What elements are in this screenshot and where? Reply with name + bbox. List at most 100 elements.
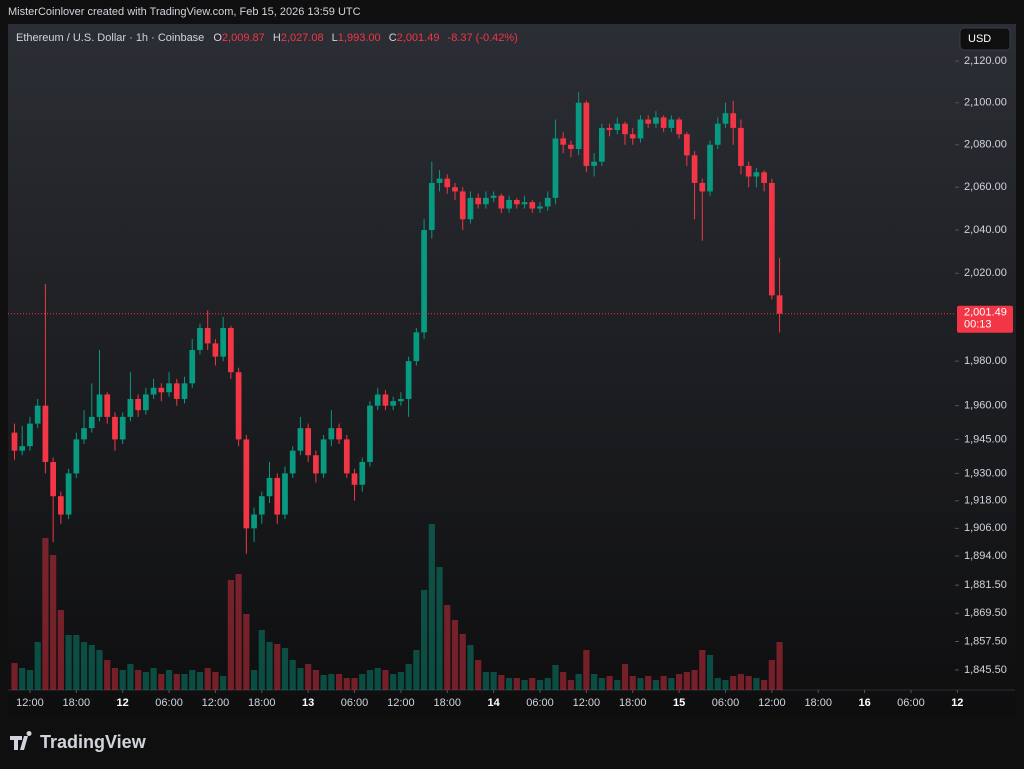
candle-body [768,182,775,296]
volume-bar [621,664,629,690]
candle-body [683,134,690,156]
volume-bar [645,676,652,690]
volume-bar [181,674,188,690]
volume-bar [19,668,26,690]
candle-body [421,230,427,333]
volume-bar [150,668,157,690]
volume-bar [65,635,72,690]
volume-bar [691,670,698,690]
y-tick-label: 1,906.00 [964,522,1007,534]
volume-bar [428,524,435,690]
volume-bar [281,648,289,690]
candle-body [143,394,149,411]
volume-bar [297,668,304,690]
volume-bar [722,680,729,690]
volume-bar [668,678,675,690]
candle-body [135,398,142,411]
chart-panel [8,24,1016,716]
l-key: L [332,32,338,44]
y-tick-label: 1,980.00 [964,355,1007,367]
volume-bar [104,660,111,690]
x-tick-label: 14 [488,697,501,709]
candle-body [313,455,319,474]
x-tick-label: 18:00 [248,697,276,709]
candle-body [220,327,227,357]
volume-bar [289,660,296,690]
volume-bar [11,663,18,690]
candle-body [714,123,721,145]
candle-body [50,462,56,497]
candle-body [27,423,33,447]
volume-bar [196,672,204,690]
candle-body [266,477,273,497]
volume-bar [614,680,621,690]
volume-bar [351,678,358,690]
candle-body [328,428,335,440]
candle-body [506,199,512,209]
currency: USD [968,33,991,45]
y-tick-label: 2,100.00 [964,97,1007,109]
y-tick-label: 1,918.00 [964,495,1007,507]
o-value: 2,009.87 [222,32,265,44]
x-tick-label: 06:00 [526,697,554,709]
candle-body [614,123,621,131]
volume-bar [413,650,420,690]
volume-bar [119,670,126,690]
candle-body [119,416,126,440]
volume-bar [405,664,412,690]
y-tick-label: 2,020.00 [964,267,1007,279]
candle-body [320,439,327,474]
volume-bar [498,675,505,690]
volume-bar [436,567,443,690]
volume-bar [467,645,474,690]
y-tick-label: 1,960.00 [964,400,1007,412]
volume-bar [343,678,350,690]
candle-body [452,187,458,192]
candle-body [42,405,49,463]
candle-body [367,405,373,463]
candle-body [359,462,366,485]
candle-body [34,405,41,424]
candle-body [235,372,242,440]
y-tick-label: 2,080.00 [964,139,1007,151]
candle-body [606,127,613,131]
logo-icon [10,731,32,750]
candle-body [776,295,783,314]
volume-bar [274,644,281,690]
volume-bar [505,678,513,690]
candle-body [374,394,381,406]
volume-bar [235,574,242,690]
volume-bar [529,678,536,690]
x-tick-label: 16 [858,697,870,709]
candle-body [645,119,652,124]
y-tick-label: 1,869.50 [964,607,1007,619]
volume-bar [42,538,49,690]
x-tick-label: 12:00 [202,697,230,709]
volume-bar [459,634,466,690]
x-tick-label: 18:00 [433,697,461,709]
candle-body [660,117,667,128]
x-tick-label: 15 [673,697,685,709]
candle-body [730,113,737,128]
volume-bar [258,630,265,690]
x-tick-label: 18:00 [804,697,832,709]
y-tick-label: 2,060.00 [964,181,1007,193]
y-tick-label: 1,845.50 [964,664,1007,676]
volume-bar [96,650,103,690]
x-tick-label: 18:00 [619,697,647,709]
candle-body [691,155,698,183]
volume-bar [243,614,250,690]
candle-body [181,383,188,399]
volume-bar [737,674,745,690]
candle-body [289,450,296,474]
symbol-header: Ethereum / U.S. Dollar · 1h · Coinbase O… [16,32,518,44]
volume-bar [220,676,227,690]
volume-bar [629,676,636,690]
x-tick-label: 06:00 [712,697,740,709]
currency-button[interactable] [959,27,1011,51]
o-key: O [213,32,222,44]
attribution: MisterCoinlover created with TradingView… [8,6,361,18]
volume-bar [212,672,219,690]
volume-bar [660,676,667,690]
c-key: C [389,32,397,44]
